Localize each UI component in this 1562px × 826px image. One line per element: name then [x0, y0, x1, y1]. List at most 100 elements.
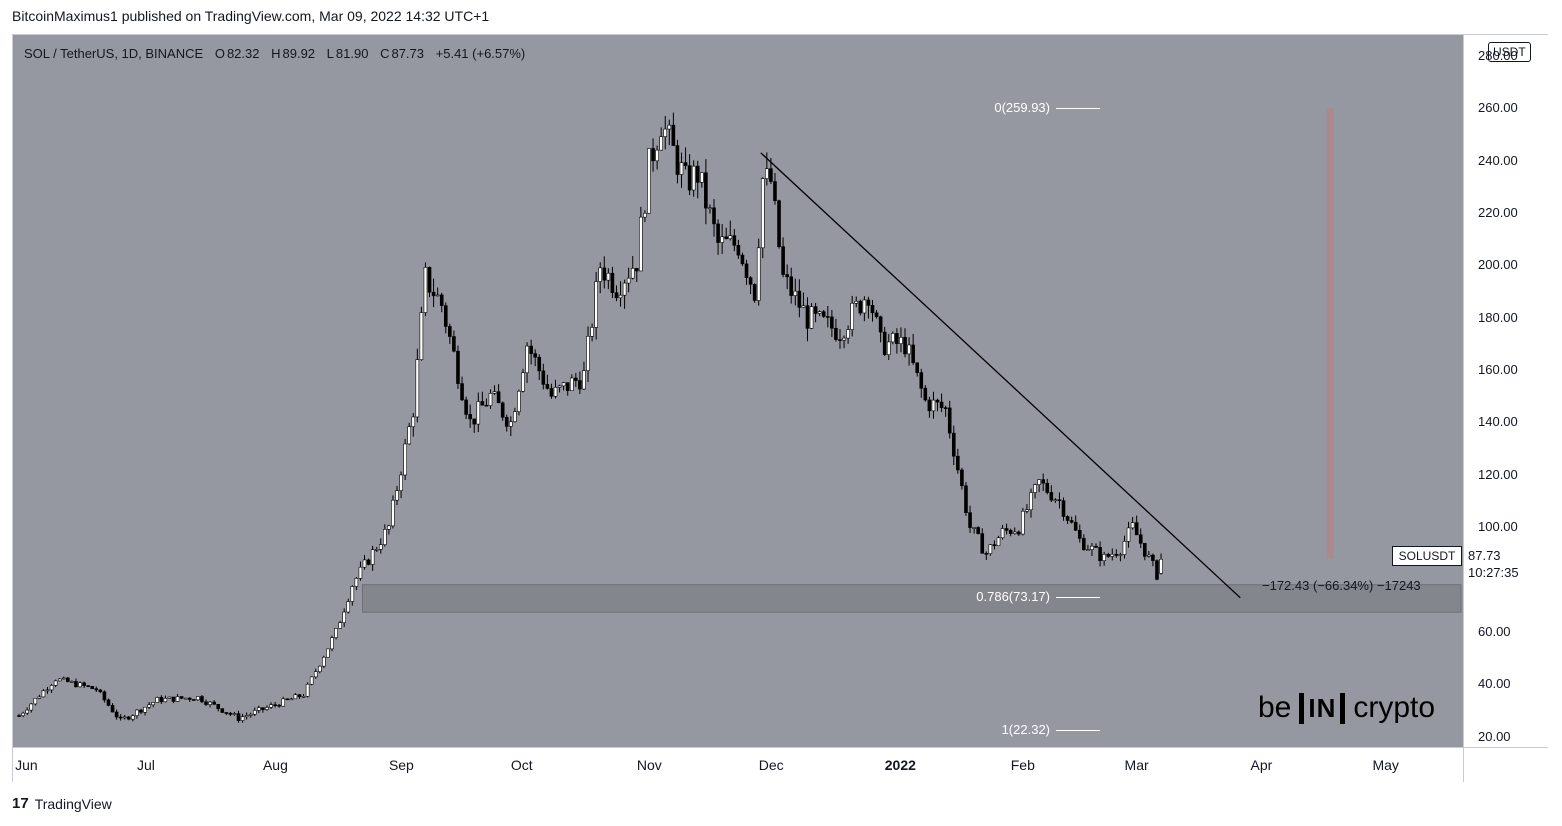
x-tick-label: Jun	[15, 757, 38, 773]
candle-down	[1073, 521, 1078, 531]
candle-up	[708, 207, 712, 210]
candle-down	[744, 263, 749, 278]
candle-down	[1155, 560, 1159, 580]
candle-down	[915, 362, 920, 373]
candle-down	[1057, 499, 1062, 502]
candle-up	[476, 401, 481, 425]
candle-up	[131, 715, 135, 720]
candle-up	[1130, 522, 1135, 529]
candle-up	[346, 601, 351, 613]
candle-up	[618, 294, 623, 299]
candle-down	[541, 370, 546, 385]
vertical-measure-bar	[1326, 108, 1334, 559]
candle-up	[972, 527, 976, 529]
candle-up	[281, 698, 286, 707]
candle-up	[630, 268, 635, 279]
candle-down	[366, 559, 371, 565]
candle-up	[378, 544, 383, 550]
candle-up	[598, 267, 603, 282]
candle-up	[647, 148, 651, 214]
y-tick-label: 220.00	[1478, 205, 1518, 220]
x-tick-label: Nov	[636, 757, 662, 773]
candle-up	[899, 337, 903, 344]
candle-down	[212, 701, 216, 705]
legend-close-label: C	[380, 46, 390, 61]
candle-up	[248, 713, 253, 716]
candle-up	[407, 426, 412, 445]
x-tick-label: Apr	[1250, 757, 1273, 773]
candle-up	[196, 696, 200, 701]
candle-up	[143, 706, 147, 713]
candle-down	[785, 274, 789, 278]
candle-up	[395, 490, 399, 501]
price-axis[interactable]	[1463, 35, 1548, 747]
candle-down	[1138, 534, 1143, 544]
candle-down	[984, 553, 989, 555]
candle-down	[452, 336, 456, 352]
candle-up	[1122, 541, 1127, 555]
plot-area[interactable]	[13, 35, 1463, 747]
candle-down	[261, 707, 265, 710]
candle-up	[322, 656, 326, 667]
candle-down	[277, 704, 281, 707]
candle-down	[468, 414, 472, 420]
time-axis[interactable]	[13, 747, 1463, 782]
candle-down	[951, 432, 956, 457]
candle-down	[500, 402, 505, 418]
chart-legend: SOL / TetherUS, 1D, BINANCE O 82.32 H 89.9…	[24, 46, 527, 61]
candle-down	[549, 388, 554, 397]
candle-up	[521, 372, 525, 392]
candle-up	[41, 690, 46, 698]
candle-down	[927, 399, 932, 412]
candle-up	[122, 716, 127, 719]
candle-down	[1008, 530, 1013, 534]
candle-down	[687, 165, 692, 191]
beincrypto-watermark: be IN crypto	[1258, 683, 1435, 733]
candle-down	[17, 715, 21, 717]
candle-up	[33, 698, 38, 705]
legend-change: +5.41 (+6.57%)	[435, 46, 526, 61]
candle-down	[1069, 520, 1074, 523]
currency-unit-badge[interactable]: USDT	[1488, 42, 1531, 62]
candle-down	[456, 350, 460, 384]
candle-up	[415, 359, 420, 418]
symbol-tag: SOLUSDT	[1392, 546, 1462, 566]
candle-down	[1077, 529, 1082, 539]
price-chart-svg[interactable]	[13, 35, 1463, 747]
candle-down	[427, 267, 432, 293]
candle-down	[634, 268, 639, 272]
candle-up	[155, 697, 160, 703]
candle-up	[594, 281, 598, 328]
candle-up	[383, 529, 387, 545]
candle-down	[529, 345, 533, 354]
candle-up	[326, 648, 330, 658]
y-tick-label: 40.00	[1478, 676, 1511, 692]
candle-up	[387, 525, 391, 530]
candle-down	[651, 148, 655, 162]
y-tick-label: 60.00	[1478, 623, 1511, 639]
candle-up	[358, 566, 363, 579]
candle-up	[1118, 554, 1123, 556]
candle-down	[139, 709, 143, 713]
publisher-caption: BitcoinMaximus1 published on TradingView…	[12, 8, 490, 24]
candle-up	[374, 549, 379, 551]
candle-up	[135, 709, 139, 716]
legend-close: 87.73	[391, 46, 425, 61]
candle-down	[748, 277, 753, 285]
candle-down	[159, 697, 164, 703]
candle-down	[1106, 554, 1111, 557]
candle-down	[496, 391, 501, 404]
candle-down	[504, 417, 509, 427]
candle-up	[817, 311, 822, 314]
candle-down	[923, 387, 928, 401]
candle-down	[712, 207, 716, 225]
candle-down	[1045, 482, 1050, 493]
candle-up	[78, 682, 82, 688]
candle-down	[114, 711, 119, 718]
candle-down	[1151, 554, 1155, 561]
candle-up	[70, 681, 74, 683]
candle-down	[911, 344, 915, 364]
candle-down	[858, 300, 863, 314]
candle-down	[813, 306, 818, 314]
candle-down	[82, 682, 86, 686]
